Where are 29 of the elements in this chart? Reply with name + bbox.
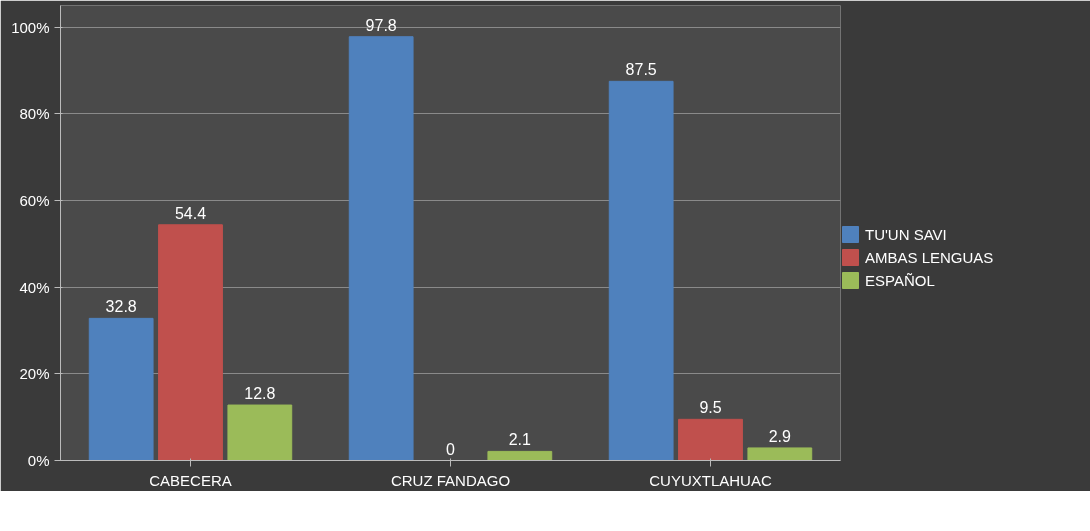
data-label: 87.5 bbox=[625, 61, 657, 79]
data-label: 97.8 bbox=[365, 16, 397, 34]
legend-label: TU'UN SAVI bbox=[865, 225, 947, 243]
data-label: 0 bbox=[446, 440, 456, 458]
data-label: 12.8 bbox=[244, 385, 276, 403]
bar bbox=[348, 36, 414, 461]
bar bbox=[227, 404, 293, 461]
y-tick-label: 60% bbox=[19, 192, 50, 209]
data-label: 32.8 bbox=[105, 298, 137, 316]
bar bbox=[747, 447, 813, 461]
y-tick-label: 20% bbox=[19, 365, 50, 383]
legend-label: ESPAÑOL bbox=[865, 271, 935, 289]
x-tick-label: CABECERA bbox=[149, 471, 232, 489]
bar bbox=[678, 418, 743, 461]
data-label: 2.9 bbox=[768, 427, 792, 445]
data-label: 9.5 bbox=[699, 399, 722, 417]
y-tick-label: 0% bbox=[27, 452, 50, 469]
x-tick-label: CUYUXTLAHUAC bbox=[649, 471, 772, 489]
bar bbox=[88, 317, 154, 461]
y-tick-label: 40% bbox=[19, 278, 50, 296]
data-label: 2.1 bbox=[508, 431, 532, 449]
bar bbox=[487, 450, 553, 461]
y-tick-label: 80% bbox=[19, 105, 50, 123]
y-tick-label: 100% bbox=[11, 18, 50, 36]
legend-label: AMBAS LENGUAS bbox=[865, 248, 994, 266]
x-tick-label: CRUZ FANDAGO bbox=[390, 471, 511, 489]
data-label: 54.4 bbox=[174, 204, 207, 222]
bar bbox=[158, 224, 223, 461]
bar bbox=[608, 80, 674, 461]
